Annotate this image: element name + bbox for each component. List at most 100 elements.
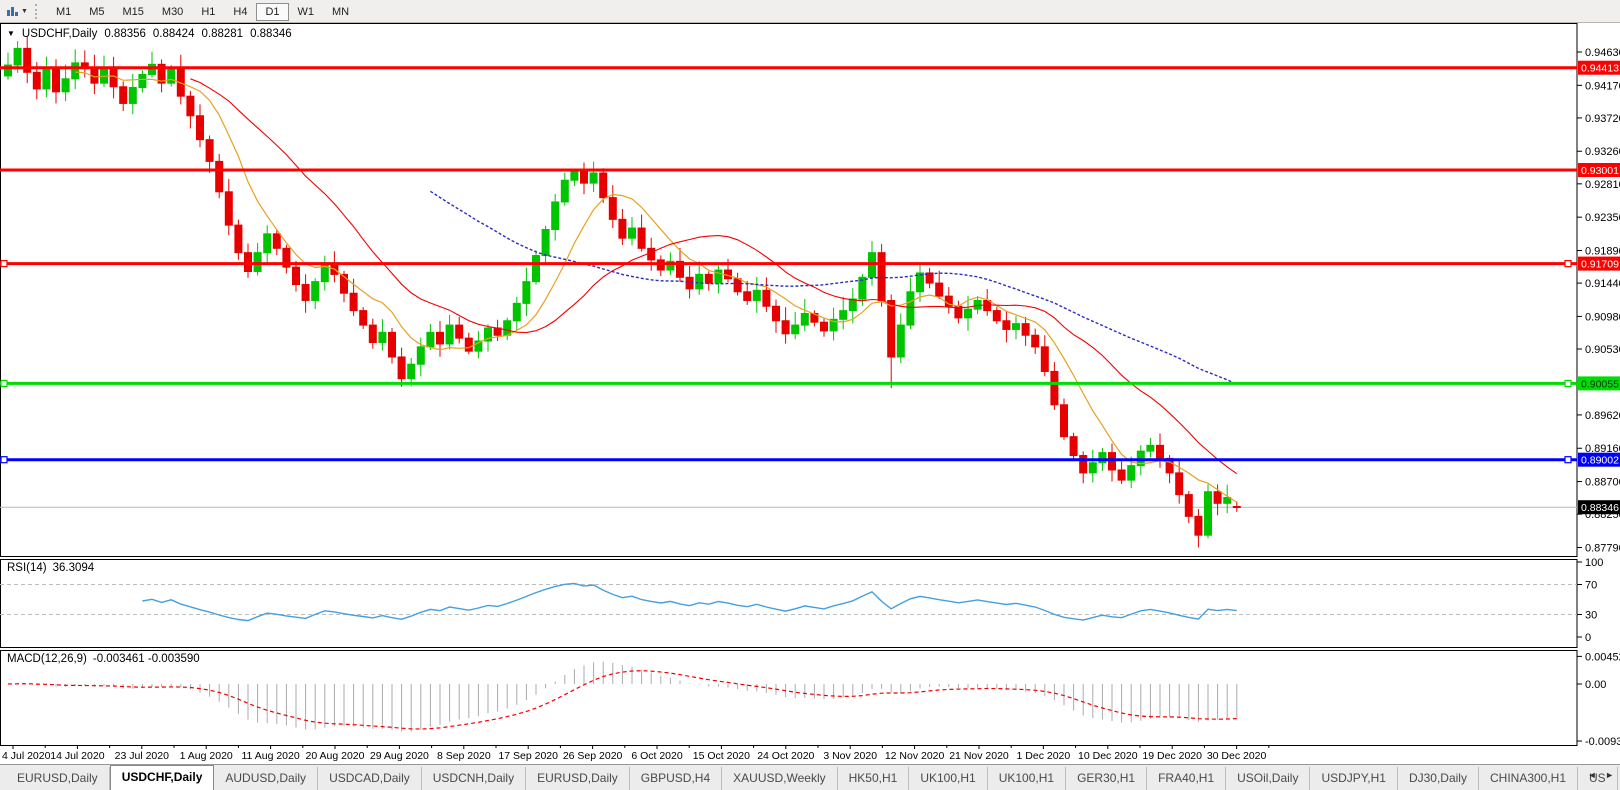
timeframe-buttons: M1 M5 M15 M30 H1 H4 D1 W1 MN [47, 2, 358, 21]
chart-tab-GER30-H1[interactable]: GER30,H1 [1066, 767, 1148, 790]
chart-tab-CHINA300-H1[interactable]: CHINA300,H1 [1479, 767, 1579, 790]
date-label: 15 Oct 2020 [693, 750, 750, 762]
chart-tab-EURUSD-Daily[interactable]: EURUSD,Daily [6, 767, 110, 790]
chart-tab-XAUUSD-Weekly[interactable]: XAUUSD,Weekly [722, 767, 838, 790]
rsi-tick-label: 70 [1585, 580, 1597, 592]
timeframe-button-D1[interactable]: D1 [256, 3, 289, 21]
chart-tab-USOil-Daily[interactable]: USOil,Daily [1226, 767, 1311, 790]
chart-tab-US[interactable]: US [1578, 767, 1618, 790]
tab-scroll-right-button[interactable]: ► [1605, 770, 1617, 780]
chart-tab-DJ30-Daily[interactable]: DJ30,Daily [1398, 767, 1479, 790]
date-label: 10 Dec 2020 [1078, 750, 1138, 762]
date-label: 21 Nov 2020 [949, 750, 1009, 762]
pane-border [0, 23, 1578, 557]
quote-close: 0.88346 [250, 28, 292, 40]
ma-45-line [430, 190, 1238, 385]
chart-tab-FRA40-H1[interactable]: FRA40,H1 [1147, 767, 1227, 790]
timeframe-button-M5[interactable]: M5 [89, 6, 105, 18]
date-label: 4 Jul 2020 [2, 750, 51, 762]
svg-text:0.90055: 0.90055 [1581, 378, 1619, 390]
date-label: 14 Jul 2020 [50, 750, 104, 762]
chart-title: ▼ USDCHF,Daily 0.88356 0.88424 0.88281 0… [7, 28, 292, 40]
tab-scroll-left-button[interactable]: ◄ [1587, 770, 1600, 780]
symbol-period-label: USDCHF,Daily [21, 28, 98, 40]
hline-price-badge [1578, 60, 1620, 75]
chevron-down-icon: ▼ [21, 7, 28, 15]
chart-tab-EURUSD-Daily[interactable]: EURUSD,Daily [526, 767, 630, 790]
date-label: 30 Dec 2020 [1207, 750, 1267, 762]
hline-handle[interactable] [0, 379, 8, 388]
hline-handle[interactable] [0, 259, 8, 268]
macd-name: MACD(12,26,9) [7, 653, 87, 665]
ma-20-line [190, 78, 1238, 475]
rsi-value: 36.3094 [52, 562, 95, 574]
macd-tick-label: 0.004527 [1585, 651, 1620, 663]
ma-8-line [75, 71, 1238, 503]
chart-tab-UK100-H1[interactable]: UK100,H1 [988, 767, 1067, 790]
date-label: 29 Aug 2020 [370, 750, 429, 762]
timeframe-button-W1[interactable]: W1 [297, 6, 315, 18]
date-label: 17 Sep 2020 [498, 750, 558, 762]
rsi-name: RSI(14) [7, 562, 47, 574]
pane-border [0, 650, 1578, 746]
date-label: 8 Sep 2020 [437, 750, 491, 762]
chart-tab-USDCNH-Daily[interactable]: USDCNH,Daily [422, 767, 527, 790]
quote-open: 0.88356 [104, 28, 146, 40]
quote-high: 0.88424 [152, 28, 195, 40]
chart-tab-USDCHF-Daily[interactable]: USDCHF,Daily [109, 765, 215, 790]
hline-price-badge [1578, 163, 1620, 178]
chart-tab-USDCAD-Daily[interactable]: USDCAD,Daily [318, 767, 422, 790]
hline-price-badge [1578, 376, 1620, 391]
date-label: 23 Jul 2020 [115, 750, 169, 762]
date-label: 1 Aug 2020 [180, 750, 233, 762]
svg-text:0.94413: 0.94413 [1581, 63, 1619, 75]
hline-handle[interactable] [0, 456, 8, 464]
macd-pane-label: MACD(12,26,9) -0.003461 -0.003590 [7, 653, 200, 665]
charts-menu-button[interactable]: ▼ [3, 4, 31, 18]
rsi-tick-label: 30 [1585, 610, 1597, 622]
hline-handle[interactable] [1564, 379, 1572, 388]
timeframe-toolbar: ▼ M1 M5 M15 M30 H1 H4 D1 W1 MN [0, 0, 1620, 23]
timeframe-button-M15[interactable]: M15 [122, 6, 144, 18]
rsi-pane-label: RSI(14) 36.3094 [7, 562, 94, 574]
chart-tab-UK100-H1[interactable]: UK100,H1 [909, 767, 988, 790]
candles [4, 36, 1241, 548]
timeframe-button-M30[interactable]: M30 [161, 6, 184, 18]
toolbar-grip[interactable] [34, 3, 41, 19]
moving-averages [75, 71, 1238, 503]
macd-tick-label: -0.009348 [1585, 736, 1620, 748]
macd-tick-label: 0.00 [1585, 679, 1606, 691]
svg-text:0.91709: 0.91709 [1581, 259, 1619, 271]
date-label: 12 Nov 2020 [885, 750, 945, 762]
date-label: 11 Aug 2020 [241, 750, 299, 762]
timeframe-button-H1[interactable]: H1 [201, 6, 216, 18]
chart-tab-HK50-H1[interactable]: HK50,H1 [838, 767, 910, 790]
chart-tab-USDJPY-H1[interactable]: USDJPY,H1 [1310, 767, 1398, 790]
rsi-tick-label: 0 [1585, 632, 1591, 644]
hline-handle[interactable] [1564, 259, 1572, 268]
hline-handle[interactable] [1564, 456, 1572, 464]
date-label: 19 Dec 2020 [1142, 750, 1202, 762]
svg-text:0.88346: 0.88346 [1581, 502, 1619, 514]
date-label: 3 Nov 2020 [823, 750, 877, 762]
date-label: 20 Aug 2020 [306, 750, 365, 762]
hline-price-badge [1578, 452, 1620, 467]
macd-signal-line [7, 670, 1237, 730]
chart-tab-GBPUSD-H4[interactable]: GBPUSD,H4 [630, 767, 723, 790]
rsi-line [142, 582, 1237, 622]
timeframe-button-M1[interactable]: M1 [55, 6, 72, 18]
svg-text:0.93001: 0.93001 [1581, 165, 1619, 177]
current-price-badge [1578, 500, 1620, 515]
triangle-down-icon: ▼ [7, 29, 15, 38]
chart-tab-AUDUSD-Daily[interactable]: AUDUSD,Daily [214, 767, 319, 790]
timeframe-button-MN[interactable]: MN [332, 6, 350, 18]
timeframe-button-H4[interactable]: H4 [233, 6, 248, 18]
